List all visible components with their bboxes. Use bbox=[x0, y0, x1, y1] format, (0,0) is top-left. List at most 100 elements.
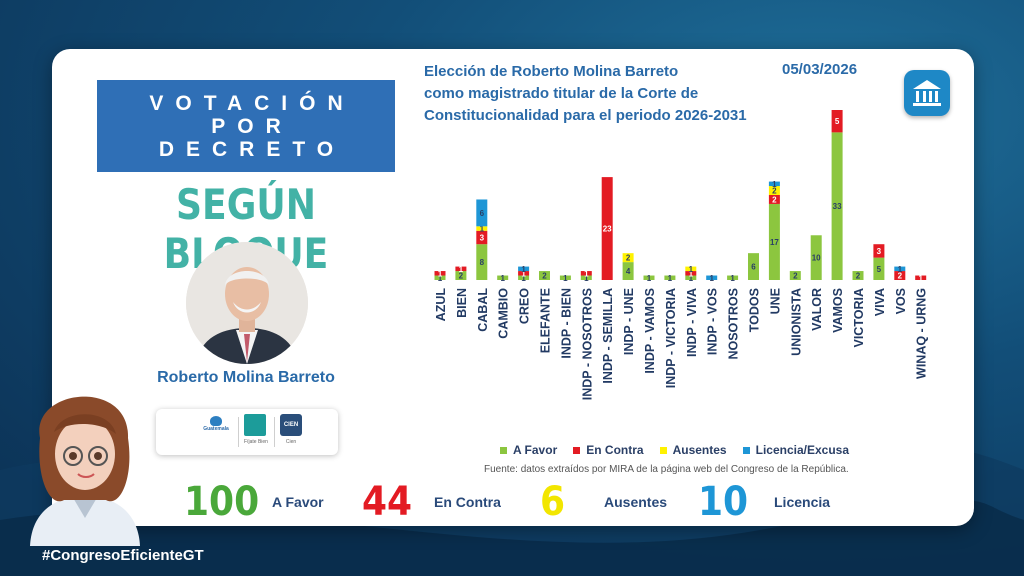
bar-a-favor-14 bbox=[727, 275, 739, 280]
votes-bar-chart: 11AZUL21BIEN8316CABAL1CAMBIO111CREO2ELEF… bbox=[434, 110, 929, 400]
category-label-14: NOSOTROS bbox=[727, 288, 741, 360]
category-label-18: VALOR bbox=[810, 288, 824, 331]
total-licencia: 10 bbox=[698, 478, 754, 526]
category-label-21: VIVA bbox=[873, 288, 887, 316]
category-label-1: BIEN bbox=[455, 288, 469, 318]
bar-a-favor-6 bbox=[559, 275, 571, 280]
data-label-11-0: 1 bbox=[668, 274, 673, 283]
chart-title: Elección de Roberto Molina Barreto como … bbox=[424, 61, 784, 127]
category-label-9: INDP - UNE bbox=[622, 288, 636, 355]
legend-swatch-contra bbox=[573, 446, 581, 454]
bar-a-favor-17 bbox=[789, 271, 801, 280]
legend-swatch-licencia bbox=[742, 446, 750, 454]
legend-swatch-favor bbox=[500, 446, 507, 454]
category-label-15: TODOS bbox=[748, 288, 762, 332]
chart-title-line-1: Elección de Roberto Molina Barreto bbox=[424, 63, 679, 80]
category-label-13: INDP - VOS bbox=[706, 288, 720, 355]
data-label-23-1: 1 bbox=[918, 274, 923, 283]
bar-en-contra-21 bbox=[873, 244, 885, 258]
data-label-22-1: 2 bbox=[898, 272, 903, 281]
legend-label-ausentes: Ausentes bbox=[672, 443, 727, 457]
data-label-16-1: 2 bbox=[772, 195, 777, 204]
category-label-8: INDP - SEMILLA bbox=[601, 288, 615, 384]
total-contra-value: 44 bbox=[362, 479, 413, 525]
legend-item-ausentes: Ausentes bbox=[659, 443, 727, 457]
data-label-2-3: 6 bbox=[480, 209, 485, 218]
data-label-13-3: 1 bbox=[709, 274, 714, 283]
bar-a-favor-19 bbox=[831, 132, 843, 280]
cien-logo: CIEN bbox=[280, 414, 302, 436]
data-label-19-1: 5 bbox=[835, 117, 840, 126]
hashtag: #CongresoEficienteGT bbox=[42, 547, 204, 564]
bar-en-contra-8 bbox=[601, 177, 613, 280]
total-contra: 44 bbox=[362, 478, 418, 526]
bar-a-favor-21 bbox=[873, 257, 885, 280]
chart-legend: A Favor En Contra Ausentes Licencia/Excu… bbox=[500, 443, 849, 457]
category-label-4: CREO bbox=[518, 288, 532, 324]
data-label-7-0: 1 bbox=[584, 274, 589, 283]
category-label-7: INDP - NOSOTROS bbox=[580, 288, 594, 400]
data-label-18-0: 10 bbox=[812, 254, 821, 263]
data-label-16-2: 2 bbox=[772, 187, 777, 196]
bar-en-contra-22 bbox=[894, 271, 906, 280]
data-label-21-1: 3 bbox=[877, 247, 882, 256]
total-licencia-label-wrap: Licencia bbox=[774, 478, 830, 526]
total-favor-label: A Favor bbox=[272, 494, 324, 510]
fijate-bien-logo bbox=[244, 414, 266, 436]
category-label-5: ELEFANTE bbox=[539, 288, 553, 353]
bar-a-favor-20 bbox=[852, 271, 864, 280]
person-name: Roberto Molina Barreto bbox=[157, 369, 335, 386]
category-label-11: INDP - VICTORIA bbox=[664, 288, 678, 388]
data-label-19-0: 33 bbox=[833, 202, 842, 211]
category-label-10: INDP - VAMOS bbox=[643, 288, 657, 374]
person-photo bbox=[186, 242, 308, 364]
bar-a-favor-3 bbox=[497, 275, 509, 280]
data-label-12-1: 1 bbox=[689, 269, 694, 278]
bar-en-contra-16 bbox=[768, 195, 780, 204]
bar-a-favor-7 bbox=[580, 275, 592, 280]
category-label-23: WINAQ - URNG bbox=[915, 288, 929, 379]
category-label-16: UNE bbox=[768, 288, 782, 314]
guatemala-logo: Guatemala bbox=[196, 416, 236, 432]
bar-ausentes-2 bbox=[476, 226, 488, 231]
data-label-4-1: 1 bbox=[521, 269, 526, 278]
banner-line-3: DECRETO bbox=[158, 137, 346, 161]
bar-en-contra-4 bbox=[518, 271, 530, 276]
bar-a-favor-5 bbox=[539, 271, 550, 280]
bar-licencia-excusa-16 bbox=[768, 181, 780, 187]
bar-ausentes-9 bbox=[622, 253, 634, 263]
data-label-10-0: 1 bbox=[647, 274, 652, 283]
bar-a-favor-18 bbox=[810, 235, 822, 280]
data-label-3-0: 1 bbox=[500, 274, 505, 283]
total-contra-label-wrap: En Contra bbox=[434, 478, 501, 526]
bar-a-favor-10 bbox=[643, 275, 655, 280]
bar-a-favor-2 bbox=[476, 244, 488, 280]
total-ausentes-value: 6 bbox=[540, 479, 566, 525]
data-label-7-1: 1 bbox=[584, 269, 589, 278]
bank-icon bbox=[904, 70, 950, 116]
bar-en-contra-0 bbox=[434, 271, 446, 276]
chart-date: 05/03/2026 bbox=[782, 61, 858, 78]
votacion-banner: VOTACIÓN POR DECRETO bbox=[97, 80, 395, 172]
bar-a-favor-9 bbox=[622, 262, 634, 280]
logos-box: Guatemala Fíjate Bien CIEN Cien bbox=[156, 409, 338, 455]
data-label-16-0: 17 bbox=[770, 238, 779, 247]
data-label-14-0: 1 bbox=[730, 274, 735, 283]
legend-item-licencia: Licencia/Excusa bbox=[742, 443, 849, 457]
bar-en-contra-12 bbox=[685, 271, 697, 276]
data-label-2-1: 3 bbox=[480, 234, 485, 243]
data-label-17-0: 2 bbox=[793, 272, 798, 281]
cien-label: Cien bbox=[285, 439, 297, 445]
data-label-2-0: 8 bbox=[480, 258, 485, 267]
bar-en-contra-19 bbox=[831, 110, 843, 133]
bar-licencia-excusa-22 bbox=[894, 266, 906, 272]
bar-licencia-excusa-4 bbox=[518, 266, 530, 272]
bar-a-favor-4 bbox=[518, 275, 530, 280]
data-label-12-2: 1 bbox=[689, 265, 694, 274]
category-label-0: AZUL bbox=[434, 288, 448, 322]
data-label-15-0: 6 bbox=[751, 263, 756, 272]
fijate-bien-label: Fíjate Bien bbox=[244, 439, 268, 445]
data-label-1-0: 2 bbox=[459, 272, 464, 281]
category-label-17: UNIONISTA bbox=[789, 288, 803, 356]
data-label-4-0: 1 bbox=[521, 274, 526, 283]
